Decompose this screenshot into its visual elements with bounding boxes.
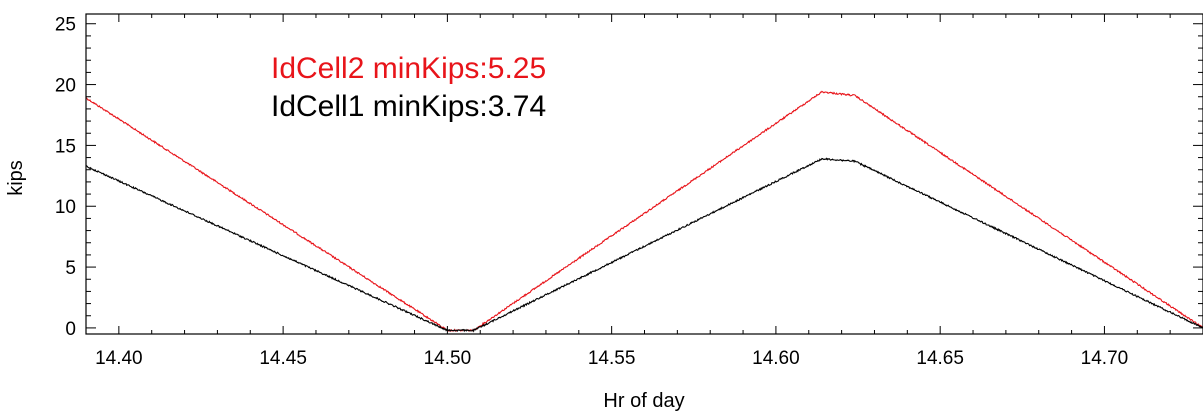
y-axis-title: kips (5, 160, 27, 196)
x-axis: 14.40 14.45 14.50 14.55 14.60 14.65 14.70 (85, 14, 1203, 369)
x-tick-label: 14.65 (916, 348, 964, 369)
x-tick-label: 14.70 (1081, 348, 1129, 369)
y-axis: 0 5 10 15 20 25 (55, 15, 1203, 340)
x-tick-label: 14.55 (588, 348, 636, 369)
x-tick-label: 14.45 (259, 348, 307, 369)
legend-entry-idcell1: IdCell1 minKips:3.74 (271, 90, 546, 123)
series-line-2 (85, 157, 1203, 333)
y-tick-label: 5 (65, 258, 76, 279)
series-line-1 (85, 90, 1203, 332)
series-layer (85, 90, 1203, 333)
x-tick-label: 14.40 (95, 348, 143, 369)
x-tick-label: 14.60 (752, 348, 800, 369)
y-tick-label: 0 (65, 319, 76, 340)
y-tick-label: 25 (55, 15, 76, 36)
y-tick-label: 10 (55, 197, 76, 218)
legend-entry-idcell2: IdCell2 minKips:5.25 (271, 52, 546, 85)
x-tick-label: 14.50 (424, 348, 472, 369)
plot-frame (85, 13, 1203, 335)
y-tick-label: 15 (55, 136, 76, 157)
y-tick-label: 20 (55, 76, 76, 97)
x-axis-title: Hr of day (603, 390, 684, 412)
